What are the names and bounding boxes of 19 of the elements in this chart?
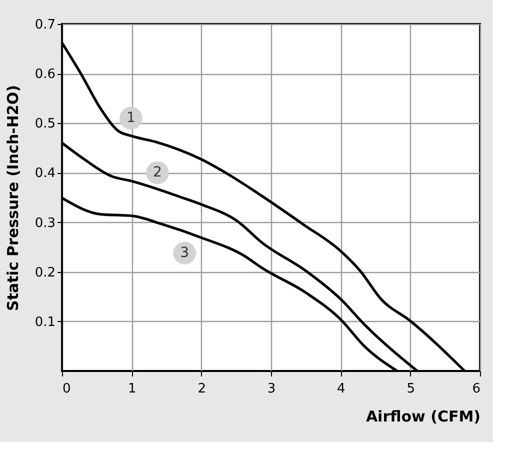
x-tick-label: 3 bbox=[267, 382, 276, 396]
y-tick-label: 0.4 bbox=[34, 166, 56, 182]
annotation: 2 bbox=[152, 164, 162, 181]
y-tick-label: 0.7 bbox=[34, 18, 56, 32]
x-axis-title: Airflow (CFM) bbox=[366, 408, 480, 426]
y-tick-label: 0.3 bbox=[34, 216, 56, 231]
y-tick-label: 0.2 bbox=[34, 265, 56, 280]
x-tick-label: 2 bbox=[198, 382, 206, 396]
x-tick-label: 0 bbox=[62, 382, 71, 396]
y-tick-label: 0.5 bbox=[34, 116, 56, 132]
x-tick-label: 4 bbox=[337, 382, 346, 396]
y-axis-title: Static Pressure (Inch-H2O) bbox=[4, 85, 22, 311]
x-tick-label: 6 bbox=[472, 382, 480, 396]
y-tick-label: 0.1 bbox=[34, 314, 56, 330]
y-tick-label: 0.6 bbox=[34, 67, 56, 82]
x-tick-label: 5 bbox=[406, 382, 415, 396]
annotation: 1 bbox=[126, 110, 136, 126]
annotation: 3 bbox=[180, 245, 190, 262]
x-tick-label: 1 bbox=[128, 382, 136, 396]
